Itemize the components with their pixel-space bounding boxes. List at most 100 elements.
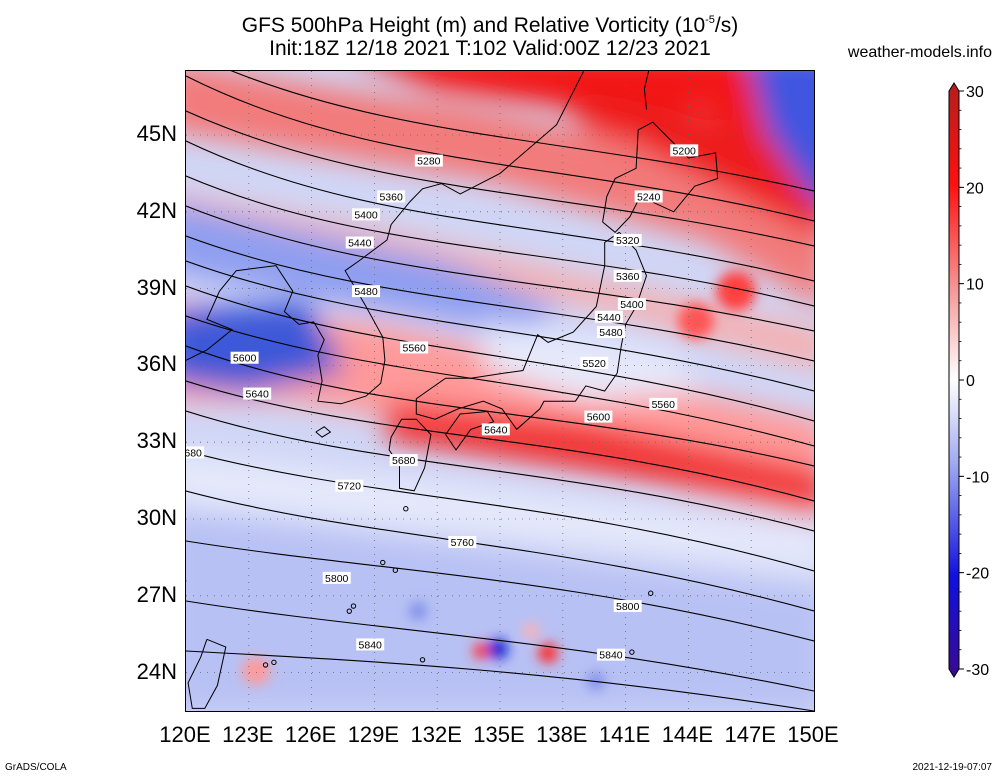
longitude-tick-label: 126E — [284, 722, 337, 747]
contour-label-text: 5800 — [325, 573, 349, 585]
height-contour — [186, 285, 814, 422]
coast-sakhalin — [643, 71, 650, 110]
contour-label-text: 5640 — [484, 424, 508, 436]
height-contour — [186, 410, 814, 532]
coast-korea-china — [186, 71, 585, 405]
island-outline — [648, 590, 654, 596]
contour-label: 5200 — [670, 144, 699, 157]
contour-label-bg — [596, 326, 625, 339]
coast-hokkaido — [602, 121, 719, 233]
colorbar-tick-label: -10 — [966, 469, 989, 486]
longitude-tick-label: 120E — [159, 722, 211, 747]
island-outline — [380, 559, 386, 566]
latitude-tick-label: 42N — [136, 197, 177, 223]
title-exponent: -5 — [705, 14, 715, 26]
contour-label-text: 5720 — [338, 481, 362, 493]
contour-label-bg — [613, 600, 642, 613]
contour-label-text: 5480 — [599, 327, 623, 339]
contour-label-bg — [322, 571, 351, 584]
contour-label: 5800 — [613, 600, 642, 613]
contour-label-text: 5440 — [597, 312, 621, 324]
site-label: weather-models.info — [847, 44, 992, 61]
contour-label: 5600 — [230, 351, 259, 365]
contour-label: 5640 — [243, 387, 272, 401]
latitude-tick-label: 33N — [136, 428, 177, 454]
contour-label-bg — [414, 154, 443, 167]
longitude-tick-label: 135E — [473, 722, 525, 747]
height-contour — [186, 450, 814, 572]
contour-label: 5680 — [186, 446, 205, 459]
latitude-tick-label: 39N — [136, 274, 177, 300]
latitude-tick-label: 27N — [136, 581, 177, 607]
colorbar: 30 20 10 0 -10 -20 -30 — [948, 82, 989, 679]
contour-label: 5760 — [448, 536, 477, 549]
colorbar-gradient — [948, 82, 960, 678]
contour-label-bg — [594, 310, 623, 323]
vorticity-band-north — [186, 71, 814, 304]
contour-label-text: 5400 — [354, 209, 378, 221]
contour-label: 5800 — [322, 571, 351, 585]
contour-label-text: 5680 — [186, 447, 202, 459]
contour-label: 5520 — [580, 356, 609, 370]
contour-label: 5400 — [617, 297, 646, 311]
contour-label-text: 5200 — [673, 145, 697, 157]
contour-label: 5360 — [613, 269, 642, 283]
footer-timestamp: 2021-12-19-07:07 — [912, 762, 992, 773]
vorticity-spot — [523, 623, 539, 639]
coast-shikoku — [445, 410, 495, 451]
contour-label: 5240 — [634, 190, 663, 203]
island-outline — [271, 659, 277, 666]
longitude-tick-label: 144E — [661, 722, 714, 747]
contour-label-bg — [335, 479, 364, 492]
contour-label-bg — [634, 190, 663, 203]
vorticity-spot — [242, 657, 270, 685]
coastlines — [186, 71, 719, 709]
contour-label-bg — [377, 190, 406, 203]
contour-label-bg — [448, 536, 477, 549]
height-contour — [186, 260, 814, 392]
vorticity-negative-south — [186, 513, 814, 711]
coast-jeju — [315, 426, 332, 438]
island-outline — [262, 662, 269, 668]
contour-label: 5360 — [377, 190, 406, 203]
contour-label: 5840 — [356, 638, 385, 651]
height-contour — [186, 540, 814, 642]
colorbar-tick-label: -30 — [966, 662, 989, 679]
chart-subtitle: Init:18Z 12/18 2021 T:102 Valid:00Z 12/2… — [269, 37, 711, 60]
contour-label-bg — [352, 285, 381, 298]
height-contour — [186, 140, 814, 282]
contour-label-text: 5560 — [402, 342, 426, 354]
height-contour — [186, 75, 814, 222]
vorticity-spots — [242, 271, 756, 690]
contour-label-text: 5760 — [451, 537, 475, 549]
contour-label-bg — [356, 638, 385, 651]
contour-label: 5440 — [345, 236, 374, 250]
height-contour — [186, 600, 814, 692]
footer-credit: GrADS/COLA — [5, 762, 67, 773]
contour-label-bg — [186, 446, 205, 459]
contour-label: 5280 — [414, 154, 443, 168]
contour-label-bg — [596, 648, 625, 661]
title-units-tail: /s) — [714, 14, 739, 37]
latitude-tick-label: 45N — [136, 121, 177, 146]
contour-label: 5560 — [649, 397, 678, 411]
vorticity-spot — [409, 602, 427, 620]
contour-label-text: 5600 — [233, 353, 257, 365]
island-outline — [629, 649, 635, 655]
chart-title: GFS 500hPa Height (m) and Relative Vorti… — [0, 8, 990, 38]
latitude-tick-label: 36N — [136, 351, 177, 377]
contour-label-text: 5320 — [616, 235, 640, 247]
island-outline — [350, 603, 357, 609]
contour-label-text: 5520 — [583, 358, 607, 370]
latitude-tick-label: 30N — [136, 505, 177, 530]
height-contour — [186, 205, 814, 332]
vorticity-spot — [538, 643, 558, 663]
contour-label-bg — [481, 423, 510, 436]
vorticity-max-north — [386, 71, 814, 183]
contour-label-text: 5840 — [359, 639, 383, 651]
latitude-tick-label: 24N — [136, 658, 177, 684]
contour-label-text: 5800 — [616, 601, 640, 613]
colorbar-ticks: 30 20 10 0 -10 -20 -30 — [959, 84, 989, 679]
height-contour — [186, 175, 814, 307]
contour-label: 5440 — [594, 310, 623, 324]
